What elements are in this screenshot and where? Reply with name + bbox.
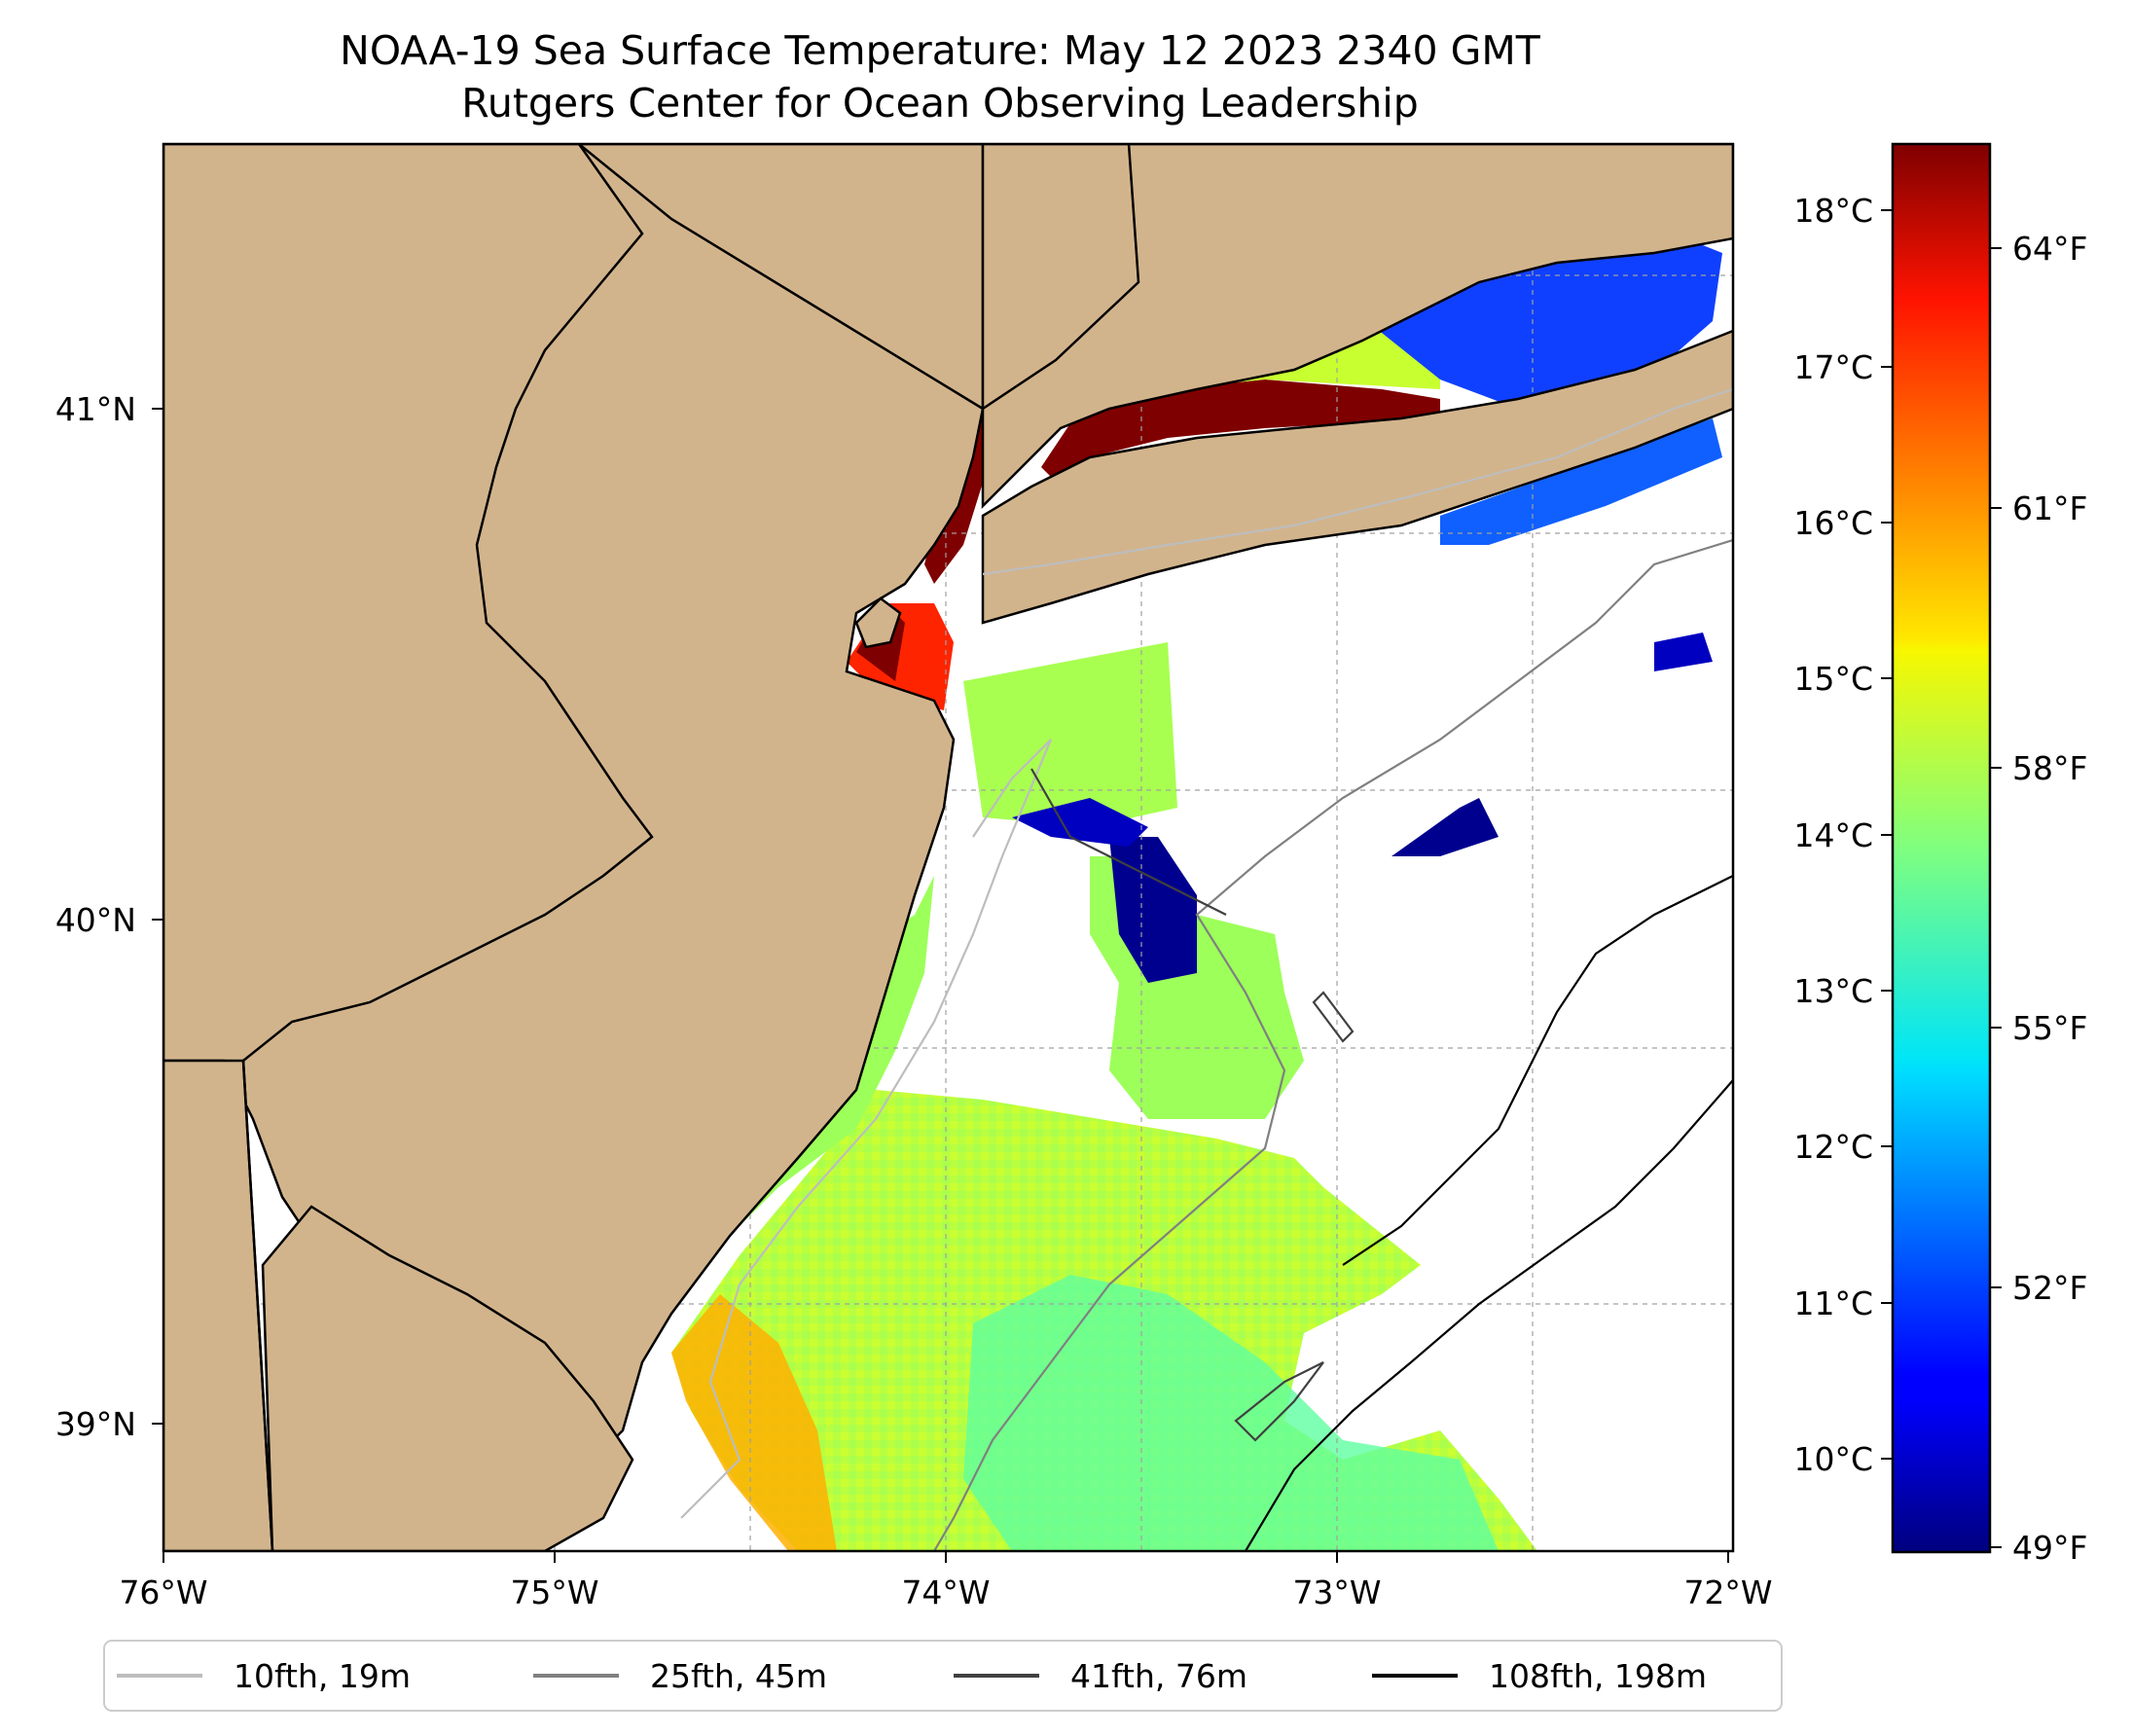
- legend-label-41fth: 41fth, 76m: [1070, 1657, 1247, 1695]
- celsius-tick-label: 16°C: [1793, 504, 1873, 542]
- sst-nj-offshore: [963, 642, 1177, 827]
- sst-nj-offshore-cold: [1012, 798, 1148, 847]
- sst-south-cyan-patch: [963, 1275, 1499, 1551]
- border-nj-ny: [578, 144, 984, 411]
- map-tick-marks: [152, 408, 1729, 1563]
- colorbar-fahrenheit-ticks: [1990, 247, 2002, 1548]
- land-ny-ct: [981, 144, 1733, 510]
- celsius-tick-label: 10°C: [1793, 1440, 1873, 1478]
- sst-south-warm-band: [671, 1294, 837, 1551]
- land-cape-may-south: [261, 1205, 634, 1551]
- border-pa-nj-river: [242, 144, 654, 1062]
- colorbar-gradient: [1891, 142, 1992, 1554]
- sst-offshore-cold-2: [1654, 633, 1713, 671]
- x-tick-label: 74°W: [901, 1573, 990, 1611]
- sst-li-sound-south: [1041, 380, 1440, 487]
- celsius-tick-label: 18°C: [1793, 192, 1873, 230]
- celsius-tick-label: 11°C: [1793, 1284, 1873, 1322]
- land-staten-island: [854, 597, 902, 649]
- x-tick-label: 76°W: [119, 1573, 207, 1611]
- x-tick-labels: 76°W 75°W 74°W 73°W 72°W: [119, 1573, 1772, 1611]
- x-tick-label: 73°W: [1292, 1573, 1381, 1611]
- land-long-island: [981, 329, 1733, 625]
- land-layer: [163, 144, 1733, 1551]
- sst-central-cold: [1109, 837, 1197, 983]
- fahrenheit-tick-label: 58°F: [2012, 749, 2087, 787]
- state-borders: [241, 144, 1140, 1551]
- y-tick-label: 40°N: [55, 901, 136, 939]
- legend-label-25fth: 25fth, 45m: [650, 1657, 827, 1695]
- bathymetry-contours: [680, 387, 1733, 1551]
- legend-label-10fth: 10fth, 19m: [234, 1657, 411, 1695]
- legend-box: [103, 1640, 1783, 1712]
- x-tick-label: 72°W: [1683, 1573, 1772, 1611]
- border-de-md: [241, 1060, 274, 1551]
- legend-label-108fth: 108fth, 198m: [1489, 1657, 1707, 1695]
- celsius-tick-label: 17°C: [1793, 348, 1873, 386]
- contour-41fth: [1030, 768, 1355, 1442]
- celsius-tick-label: 14°C: [1793, 816, 1873, 854]
- contour-legend: 10fth, 19m 25fth, 45m 41fth, 76m 108fth,…: [103, 1640, 1783, 1712]
- fahrenheit-tick-label: 52°F: [2012, 1269, 2087, 1307]
- celsius-tick-label: 13°C: [1793, 972, 1873, 1010]
- sst-li-south-shore: [1440, 418, 1722, 545]
- y-tick-label: 41°N: [55, 390, 136, 428]
- map-frame: [162, 142, 1735, 1553]
- sst-offshore-cold-1: [1391, 798, 1499, 856]
- contour-108fth: [1245, 875, 1733, 1551]
- title-line-1: NOAA-19 Sea Surface Temperature: May 12 …: [340, 27, 1541, 74]
- fahrenheit-tick-label: 55°F: [2012, 1009, 2087, 1047]
- colorbar-celsius-ticks: [1881, 209, 1893, 1460]
- fahrenheit-tick-label: 64°F: [2012, 230, 2087, 268]
- fahrenheit-tick-label: 61°F: [2012, 489, 2087, 527]
- celsius-tick-label: 12°C: [1793, 1128, 1873, 1166]
- map-panel: [163, 144, 1733, 1551]
- y-tick-label: 39°N: [55, 1405, 136, 1443]
- y-tick-labels: 41°N 40°N 39°N: [55, 390, 136, 1443]
- sst-data-layer: [467, 234, 1722, 1551]
- contour-10fth: [680, 387, 1733, 1519]
- border-ny-ct: [982, 144, 1140, 411]
- land-delaware: [163, 1059, 274, 1551]
- contour-25fth: [933, 538, 1733, 1551]
- colorbar: 18°C 17°C 16°C 15°C 14°C 13°C 12°C 11°C …: [1793, 142, 2087, 1567]
- celsius-tick-label: 15°C: [1793, 660, 1873, 698]
- fahrenheit-tick-label: 49°F: [2012, 1529, 2087, 1567]
- title-line-2: Rutgers Center for Ocean Observing Leade…: [461, 80, 1419, 127]
- x-tick-label: 75°W: [510, 1573, 598, 1611]
